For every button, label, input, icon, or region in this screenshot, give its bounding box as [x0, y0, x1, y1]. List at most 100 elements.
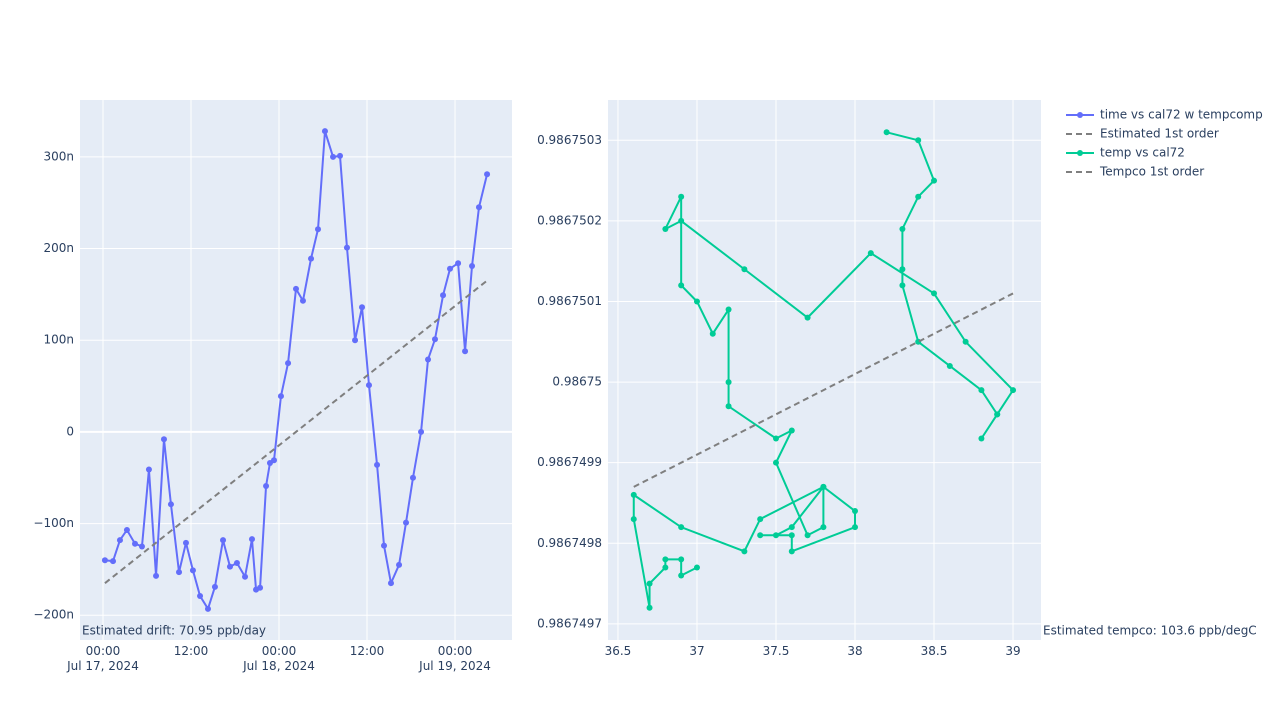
data-point [343, 244, 350, 251]
data-point [757, 532, 764, 539]
x-tick-label: 38.5 [920, 644, 948, 658]
data-point [630, 491, 637, 498]
data-point [678, 556, 685, 563]
data-point [409, 474, 416, 481]
data-point [475, 204, 482, 211]
y-tick-label: −100n [33, 516, 74, 530]
data-point [931, 177, 938, 184]
data-point [678, 524, 685, 531]
data-point [915, 193, 922, 200]
x-tick-label: 38 [847, 644, 863, 658]
data-point [662, 225, 669, 232]
data-point [741, 266, 748, 273]
data-point [678, 217, 685, 224]
data-point [469, 262, 476, 269]
data-point [257, 584, 264, 591]
data-point [116, 537, 123, 544]
data-point [447, 265, 454, 272]
data-point [381, 542, 388, 549]
data-point [211, 583, 218, 590]
data-point [946, 362, 953, 369]
data-point [962, 338, 969, 345]
legend-label: temp vs cal72 [1100, 146, 1185, 160]
data-point [321, 128, 328, 135]
data-point [994, 411, 1001, 418]
legend-item[interactable]: Tempco 1st order [1066, 165, 1204, 179]
data-point [693, 298, 700, 305]
data-point [678, 572, 685, 579]
y-tick-label: −200n [33, 608, 74, 622]
legend-item[interactable]: time vs cal72 w tempcomp [1066, 108, 1263, 122]
legend-label: Tempco 1st order [1099, 165, 1204, 179]
data-point [741, 548, 748, 555]
series-line [633, 292, 1014, 488]
data-point [693, 564, 700, 571]
data-point [374, 461, 381, 468]
data-point [123, 526, 130, 533]
data-point [138, 543, 145, 550]
data-point [176, 569, 183, 576]
legend-item[interactable]: Estimated 1st order [1066, 127, 1219, 141]
data-point [709, 330, 716, 337]
data-point [851, 508, 858, 515]
x-tick-label: 37.5 [762, 644, 790, 658]
data-point [455, 260, 462, 267]
data-point [867, 250, 874, 257]
data-point [440, 292, 447, 299]
data-point [110, 558, 117, 565]
data-point [899, 225, 906, 232]
data-point [915, 137, 922, 144]
x-tick-label: 00:00 Jul 18, 2024 [243, 644, 315, 673]
legend-label: Estimated 1st order [1100, 127, 1219, 141]
data-point [725, 306, 732, 313]
data-point [462, 348, 469, 355]
data-point [851, 524, 858, 531]
data-point [197, 592, 204, 599]
data-point [101, 557, 108, 564]
y-tick-label: 0.9867503 [537, 133, 602, 147]
data-point [484, 171, 491, 178]
data-point [396, 561, 403, 568]
x-tick-label: 12:00 [349, 644, 385, 658]
data-point [248, 536, 255, 543]
data-point [315, 226, 322, 233]
data-point [189, 567, 196, 574]
y-tick-label: 0.9867499 [537, 455, 602, 469]
data-point [788, 427, 795, 434]
data-point [820, 524, 827, 531]
x-tick-label: 36.5 [604, 644, 632, 658]
data-point [293, 285, 299, 292]
data-point [804, 532, 811, 539]
data-point [226, 563, 233, 570]
data-point [1010, 387, 1017, 394]
plot-area [80, 100, 512, 640]
data-point [145, 466, 152, 473]
x-tick-label: 12:00 [173, 644, 209, 658]
data-point [678, 193, 685, 200]
series-line [632, 131, 1015, 608]
y-tick-label: 0.9867501 [537, 294, 602, 308]
data-point [352, 337, 359, 344]
y-tick-label: 100n [43, 333, 74, 347]
data-point [263, 482, 270, 489]
plot-area [608, 100, 1041, 640]
data-point [337, 152, 344, 159]
y-tick-label: 200n [43, 241, 74, 255]
data-point [978, 387, 985, 394]
data-point [220, 537, 227, 544]
y-tick-label: 300n [43, 149, 74, 163]
data-point [242, 573, 249, 580]
legend-item[interactable]: temp vs cal72 [1066, 146, 1185, 160]
data-point [662, 564, 669, 571]
data-point [725, 379, 732, 386]
data-point [204, 605, 211, 612]
data-point [365, 382, 372, 389]
data-point [403, 519, 410, 526]
data-point [233, 559, 240, 566]
data-point [277, 393, 284, 400]
data-point [725, 403, 732, 410]
annotation: Estimated drift: 70.95 ppb/day [82, 624, 266, 638]
data-point [804, 314, 811, 321]
